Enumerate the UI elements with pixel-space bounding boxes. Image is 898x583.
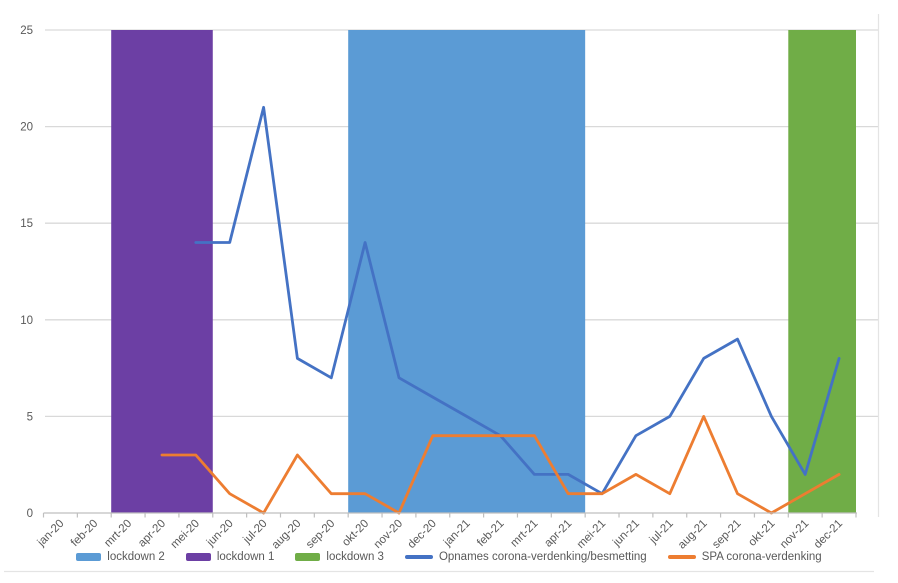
x-tick-label: mrt-20 <box>102 518 134 550</box>
x-tick-label: okt-20 <box>340 518 371 549</box>
legend-swatch-lockdown-2 <box>76 553 102 561</box>
x-tick-label: sep-21 <box>710 518 743 551</box>
legend-label: lockdown 2 <box>107 551 165 563</box>
legend-label: lockdown 1 <box>216 551 275 563</box>
legend-swatch-lockdown-3 <box>295 553 321 561</box>
x-tick-label: okt-21 <box>746 518 777 549</box>
legend-item-lockdown-3: lockdown 3 <box>295 551 384 563</box>
y-axis-labels: 0 5 10 15 20 25 <box>20 25 33 520</box>
x-tick-label: dec-21 <box>812 518 845 551</box>
legend-line-swatch-opnames <box>404 555 433 559</box>
x-tick-label: dec-20 <box>406 518 439 551</box>
legend-item-lockdown-1: lockdown 1 <box>185 551 275 563</box>
x-tick-label: jul-21 <box>647 518 676 547</box>
legend-swatch-lockdown-1 <box>185 553 211 561</box>
legend-label: SPA corona-verdenking <box>701 551 822 563</box>
x-tick-label: nov-20 <box>372 518 405 551</box>
x-axis <box>42 512 857 518</box>
series-line-opnames-corona-verde <box>194 105 841 496</box>
legend-item-lockdown-2: lockdown 2 <box>76 551 165 563</box>
x-tick-label: jun-21 <box>610 518 642 550</box>
y-tick-label: 10 <box>20 315 33 327</box>
band-lockdown-2 <box>348 30 586 513</box>
legend-item-opnames-series: Opnames corona-verdenking/besmetting <box>404 551 647 563</box>
legend-label: lockdown 3 <box>326 551 384 563</box>
x-tick-label: jan-21 <box>441 518 473 550</box>
band-lockdown-3 <box>788 30 856 513</box>
x-tick-label: nov-21 <box>778 518 811 551</box>
x-tick-label: apr-20 <box>136 518 168 550</box>
x-tick-label: apr-21 <box>542 518 574 550</box>
x-tick-label: mrt-21 <box>509 518 541 550</box>
x-tick-label: mei-21 <box>575 518 608 551</box>
legend-item-spa-series: SPA corona-verdenking <box>667 551 822 563</box>
x-tick-label: jun-20 <box>204 518 236 550</box>
x-tick-label: sep-20 <box>304 518 337 551</box>
series-lines <box>160 105 841 515</box>
x-tick-label: jan-20 <box>35 518 67 550</box>
x-tick-label: mei-20 <box>169 518 202 551</box>
x-tick-label: feb-21 <box>475 518 507 550</box>
y-tick-label: 25 <box>20 25 33 37</box>
x-tick-label: jul-20 <box>241 518 270 547</box>
series-line-spa-corona-verdenkin <box>160 414 841 515</box>
legend-label: Opnames corona-verdenking/besmetting <box>438 551 647 563</box>
legend-line-swatch-spa <box>667 555 696 559</box>
y-tick-label: 20 <box>20 122 33 134</box>
band-lockdown-1 <box>111 30 213 513</box>
y-tick-label: 15 <box>20 218 33 230</box>
y-tick-label: 5 <box>27 411 33 423</box>
y-tick-label: 0 <box>27 508 33 520</box>
x-tick-label: feb-20 <box>69 518 101 550</box>
lockdown-bands <box>111 30 856 513</box>
chart-legend: lockdown 2 lockdown 1 lockdown 3 Opnames… <box>0 547 898 567</box>
